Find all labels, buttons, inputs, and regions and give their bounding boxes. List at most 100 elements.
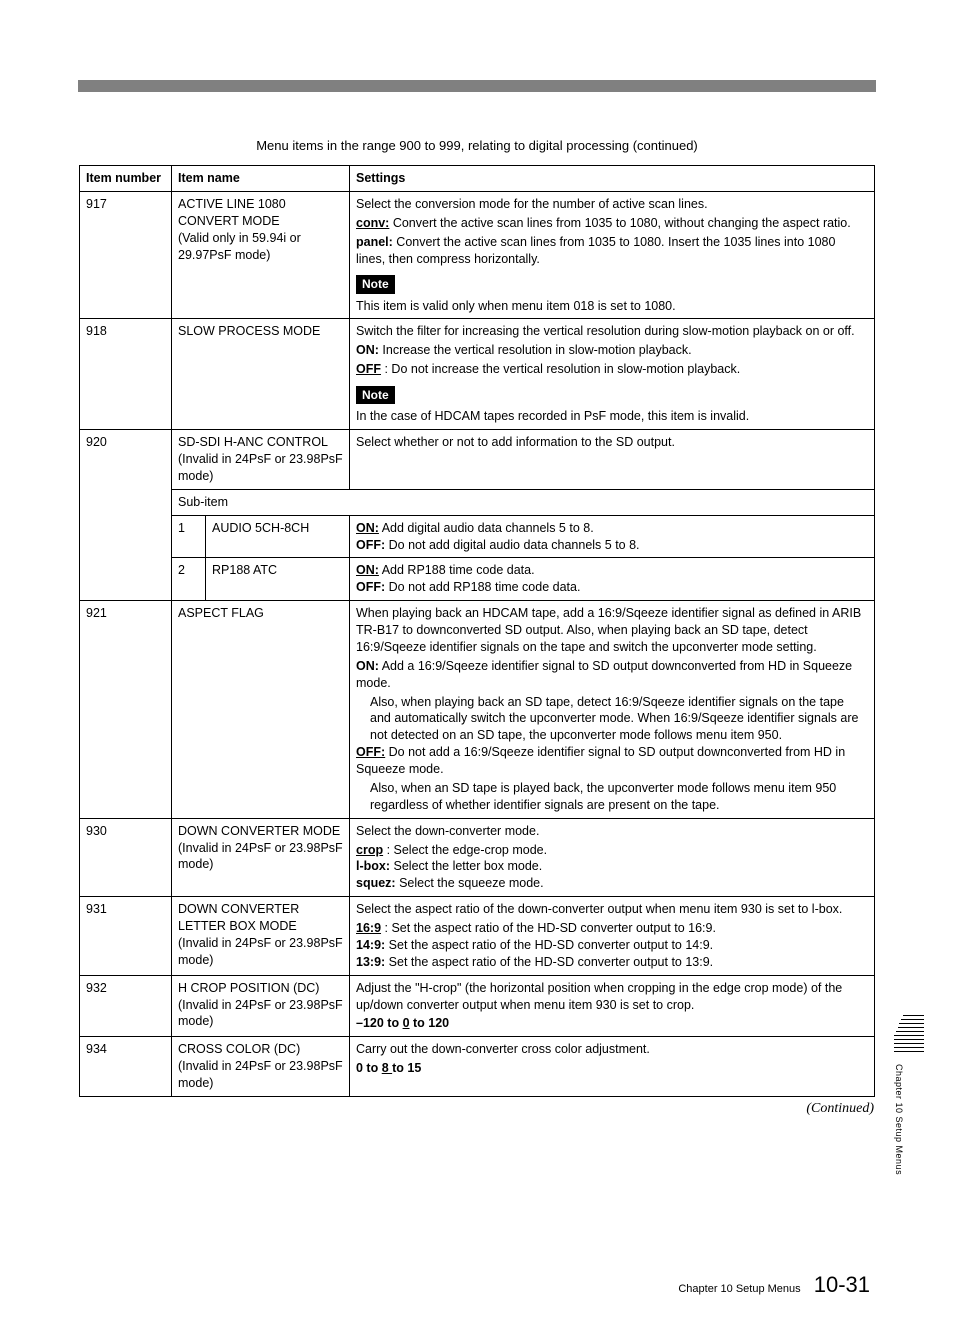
item-settings: Select whether or not to add information…: [350, 430, 875, 490]
subitem-row: 1 AUDIO 5CH-8CH ON: Add digital audio da…: [80, 515, 875, 558]
item-name-note: (Invalid in 24PsF or 23.98PsF mode): [178, 841, 343, 872]
header-settings: Settings: [350, 166, 875, 192]
option-text: Do not add a 16:9/Sqeeze identifier sign…: [356, 745, 845, 776]
note-badge: Note: [356, 386, 395, 404]
subitem-number: 1: [172, 515, 206, 558]
option-text: Select the squeeze mode.: [396, 876, 544, 890]
footer-chapter: Chapter 10 Setup Menus: [678, 1283, 800, 1295]
item-name: ASPECT FLAG: [172, 601, 350, 819]
subitem-header: Sub-item: [172, 489, 875, 515]
option-label: squez:: [356, 876, 396, 890]
footer-page-number: 10-31: [814, 1272, 870, 1297]
header-item-name: Item name: [172, 166, 350, 192]
page: Menu items in the range 900 to 999, rela…: [0, 80, 954, 1324]
option-text: : Select the edge-crop mode.: [383, 843, 547, 857]
option-text: Increase the vertical resolution in slow…: [379, 343, 692, 357]
settings-intro: Adjust the "H-crop" (the horizontal posi…: [356, 980, 868, 1014]
item-number: 934: [80, 1037, 172, 1097]
item-name: DOWN CONVERTER MODE (Invalid in 24PsF or…: [172, 818, 350, 897]
option-text: Do not add digital audio data channels 5…: [385, 538, 639, 552]
option-label: 14:9:: [356, 938, 385, 952]
item-name-note: (Invalid in 24PsF or 23.98PsF mode): [178, 936, 343, 967]
header-row: Item number Item name Settings: [80, 166, 875, 192]
range-default: 8: [382, 1061, 392, 1075]
item-name: CROSS COLOR (DC) (Invalid in 24PsF or 23…: [172, 1037, 350, 1097]
page-footer: Chapter 10 Setup Menus 10-31: [678, 1272, 870, 1298]
item-number: 917: [80, 191, 172, 319]
option-label: OFF:: [356, 538, 385, 552]
table-row: 930 DOWN CONVERTER MODE (Invalid in 24Ps…: [80, 818, 875, 897]
item-number: 932: [80, 975, 172, 1037]
table-row: 931 DOWN CONVERTER LETTER BOX MODE (Inva…: [80, 897, 875, 976]
range-c: to 120: [410, 1016, 450, 1030]
item-name-note: (Invalid in 24PsF or 23.98PsF mode): [178, 998, 343, 1029]
option-text: Set the aspect ratio of the HD-SD conver…: [385, 955, 713, 969]
option-text: Convert the active scan lines from 1035 …: [389, 216, 850, 230]
option-label: ON:: [356, 659, 379, 673]
item-settings: Select the aspect ratio of the down-conv…: [350, 897, 875, 976]
settings-intro: Carry out the down-converter cross color…: [356, 1041, 868, 1058]
table-row: 932 H CROP POSITION (DC) (Invalid in 24P…: [80, 975, 875, 1037]
subitem-settings: ON: Add RP188 time code data. OFF: Do no…: [350, 558, 875, 601]
option-label: panel:: [356, 235, 393, 249]
option-label: ON:: [356, 343, 379, 357]
option-label: OFF:: [356, 580, 385, 594]
subitem-number: 2: [172, 558, 206, 601]
item-settings: Adjust the "H-crop" (the horizontal posi…: [350, 975, 875, 1037]
subitem-name: RP188 ATC: [206, 558, 350, 601]
note-text: In the case of HDCAM tapes recorded in P…: [356, 408, 868, 425]
option-text: Set the aspect ratio of the HD-SD conver…: [385, 938, 713, 952]
item-name-main: DOWN CONVERTER MODE: [178, 824, 340, 838]
subitem-header-row: Sub-item: [80, 489, 875, 515]
item-name-main: DOWN CONVERTER LETTER BOX MODE: [178, 902, 299, 933]
item-number: 930: [80, 818, 172, 897]
menu-table: Item number Item name Settings 917 ACTIV…: [79, 165, 875, 1097]
item-name-main: SD-SDI H-ANC CONTROL: [178, 435, 328, 449]
settings-intro: Select the aspect ratio of the down-conv…: [356, 901, 868, 918]
note-badge: Note: [356, 275, 395, 293]
item-name-note: (Invalid in 24PsF or 23.98PsF mode): [178, 452, 343, 483]
side-tab: Chapter 10 Setup Menus: [894, 1015, 924, 1175]
item-settings: Select the conversion mode for the numbe…: [350, 191, 875, 319]
item-settings: Select the down-converter mode. crop : S…: [350, 818, 875, 897]
side-tab-text: Chapter 10 Setup Menus: [894, 1064, 904, 1175]
item-name-main: H CROP POSITION (DC): [178, 981, 319, 995]
item-settings: Switch the filter for increasing the ver…: [350, 319, 875, 430]
option-text: Do not add RP188 time code data.: [385, 580, 580, 594]
item-name: DOWN CONVERTER LETTER BOX MODE (Invalid …: [172, 897, 350, 976]
table-row: 921 ASPECT FLAG When playing back an HDC…: [80, 601, 875, 819]
header-bar: [78, 80, 876, 92]
settings-intro: Switch the filter for increasing the ver…: [356, 323, 868, 340]
option-label: crop: [356, 843, 383, 857]
option-text: : Set the aspect ratio of the HD-SD conv…: [381, 921, 716, 935]
item-name-note: (Invalid in 24PsF or 23.98PsF mode): [178, 1059, 343, 1090]
option-text: Convert the active scan lines from 1035 …: [356, 235, 835, 266]
item-name: SLOW PROCESS MODE: [172, 319, 350, 430]
option-continuation: Also, when an SD tape is played back, th…: [356, 780, 868, 814]
option-text: Select the letter box mode.: [390, 859, 542, 873]
item-settings: Carry out the down-converter cross color…: [350, 1037, 875, 1097]
continued-label: (Continued): [0, 1101, 874, 1117]
range-a: 0 to: [356, 1061, 382, 1075]
subitem-settings: ON: Add digital audio data channels 5 to…: [350, 515, 875, 558]
item-number: 920: [80, 430, 172, 601]
option-continuation: Also, when playing back an SD tape, dete…: [356, 694, 868, 745]
header-item-number: Item number: [80, 166, 172, 192]
settings-intro: Select the down-converter mode.: [356, 823, 868, 840]
item-name-note: (Valid only in 59.94i or 29.97PsF mode): [178, 231, 301, 262]
option-label: OFF: [356, 362, 381, 376]
range-default: 0: [403, 1016, 410, 1030]
item-number: 931: [80, 897, 172, 976]
item-name-main: ACTIVE LINE 1080 CONVERT MODE: [178, 197, 286, 228]
settings-p1: When playing back an HDCAM tape, add a 1…: [356, 605, 868, 656]
table-caption: Menu items in the range 900 to 999, rela…: [0, 138, 954, 153]
table-row: 934 CROSS COLOR (DC) (Invalid in 24PsF o…: [80, 1037, 875, 1097]
item-number: 918: [80, 319, 172, 430]
table-row: 920 SD-SDI H-ANC CONTROL (Invalid in 24P…: [80, 430, 875, 490]
item-settings: When playing back an HDCAM tape, add a 1…: [350, 601, 875, 819]
option-label: l-box:: [356, 859, 390, 873]
option-text: Add digital audio data channels 5 to 8.: [379, 521, 594, 535]
item-name-main: CROSS COLOR (DC): [178, 1042, 300, 1056]
note-text: This item is valid only when menu item 0…: [356, 298, 868, 315]
option-text: Add RP188 time code data.: [379, 563, 535, 577]
